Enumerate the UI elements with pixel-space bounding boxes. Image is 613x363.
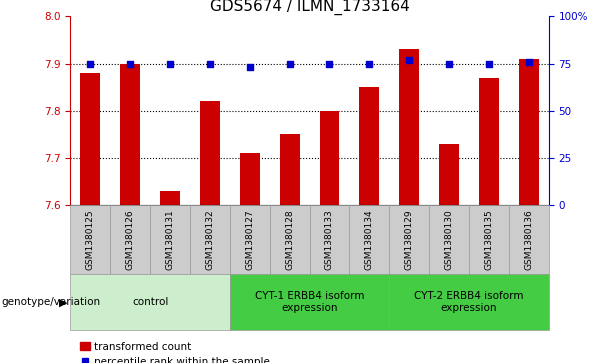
Point [484,61,494,66]
Bar [200,101,220,205]
Bar [359,87,379,205]
Text: GSM1380130: GSM1380130 [444,209,454,270]
Bar [70,274,230,330]
Text: GSM1380133: GSM1380133 [325,209,334,270]
Bar [280,134,300,205]
Point [364,61,374,66]
Text: GSM1380136: GSM1380136 [524,209,533,270]
Text: GSM1380129: GSM1380129 [405,209,414,270]
Bar [479,78,499,205]
Point [245,64,255,70]
Bar [439,144,459,205]
Bar [70,205,110,274]
Bar [110,205,150,274]
Bar [240,153,260,205]
Bar [120,64,140,205]
Point [125,61,135,66]
Point [325,61,335,66]
Point [405,57,414,63]
Bar [80,73,101,205]
Bar [469,205,509,274]
Bar [349,205,389,274]
Point [205,61,215,66]
Text: CYT-2 ERBB4 isoform
expression: CYT-2 ERBB4 isoform expression [414,291,524,313]
Text: control: control [132,297,169,307]
Bar [190,205,230,274]
Bar [270,205,310,274]
Text: GSM1380134: GSM1380134 [365,209,374,270]
Bar [399,49,419,205]
Point [86,61,96,66]
Text: GSM1380135: GSM1380135 [484,209,493,270]
Text: GSM1380125: GSM1380125 [86,209,95,270]
Bar [389,205,429,274]
Legend: transformed count, percentile rank within the sample: transformed count, percentile rank withi… [75,337,275,363]
Text: CYT-1 ERBB4 isoform
expression: CYT-1 ERBB4 isoform expression [255,291,364,313]
Text: ▶: ▶ [59,297,67,307]
Point [524,59,533,65]
Point [166,61,175,66]
Title: GDS5674 / ILMN_1733164: GDS5674 / ILMN_1733164 [210,0,409,15]
Text: GSM1380128: GSM1380128 [285,209,294,270]
Bar [429,205,469,274]
Bar [310,205,349,274]
Text: genotype/variation: genotype/variation [1,297,101,307]
Bar [160,191,180,205]
Text: GSM1380132: GSM1380132 [205,209,215,270]
Bar [509,205,549,274]
Bar [389,274,549,330]
Bar [150,205,190,274]
Bar [519,59,539,205]
Point [444,61,454,66]
Text: GSM1380126: GSM1380126 [126,209,135,270]
Text: GSM1380127: GSM1380127 [245,209,254,270]
Bar [319,111,340,205]
Bar [230,274,389,330]
Bar [230,205,270,274]
Point [284,61,294,66]
Text: GSM1380131: GSM1380131 [166,209,175,270]
